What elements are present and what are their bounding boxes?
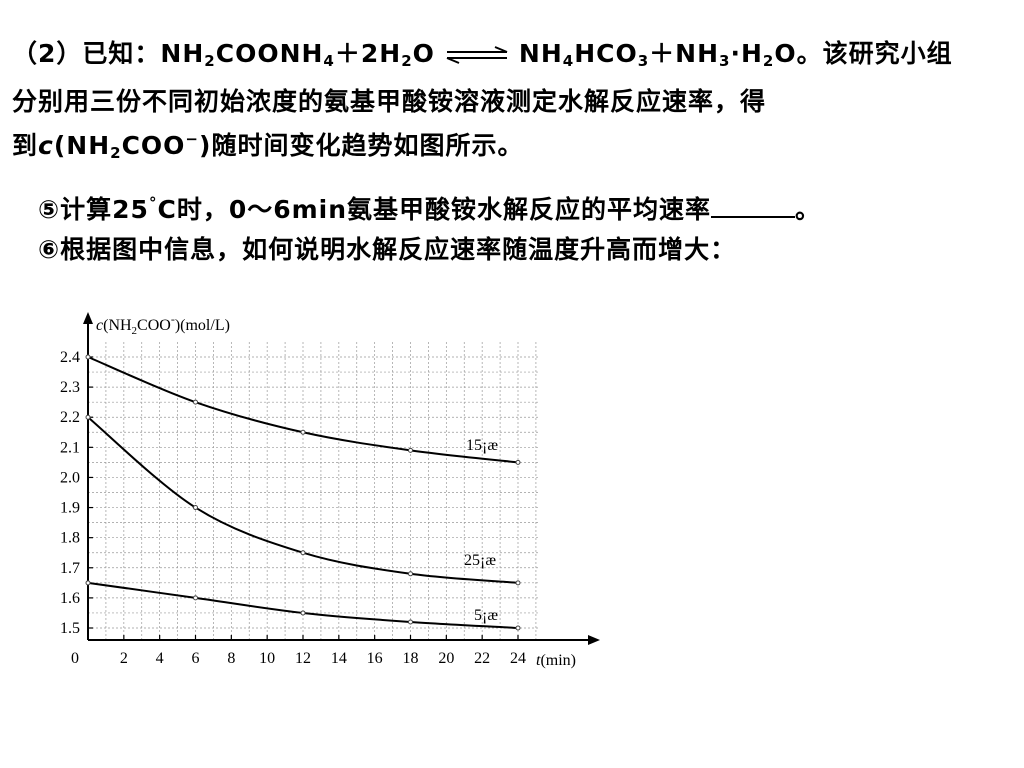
question-line-3: 到c(NH2COO−)随时间变化趋势如图所示。 [12, 130, 524, 162]
data-point [85, 354, 91, 360]
data-point [515, 625, 521, 631]
data-point [300, 550, 306, 556]
concentration-time-chart: c(NH2COO-)(mol/L) t(min) 0 2 4 6 8 10 12 14 16 1… [60, 312, 600, 669]
known-label: 已知： [82, 39, 161, 68]
y-tick-label: 2.1 [60, 439, 80, 456]
x-tick-label: 24 [510, 650, 526, 667]
reactant-formula: NH2COONH4＋2H2O [160, 39, 435, 70]
data-point [300, 429, 306, 435]
question-line-2: 分别用三份不同初始浓度的氨基甲酸铵溶液测定水解反应速率，得 [12, 87, 767, 116]
y-tick-label: 1.5 [60, 620, 80, 637]
question-6: ⑥根据图中信息，如何说明水解反应速率随温度升高而增大： [38, 235, 737, 264]
y-tick-label: 1.8 [60, 530, 80, 547]
y-tick-label: 2.2 [60, 409, 80, 426]
data-point [408, 447, 413, 453]
y-tick-label: 2.0 [60, 469, 80, 486]
data-point [300, 610, 306, 616]
x-tick-label: 18 [403, 650, 419, 667]
x-tick-label: 22 [474, 650, 490, 667]
y-tick-label: 2.4 [60, 349, 80, 366]
origin-label: 0 [71, 650, 79, 667]
series-label: 25¡æ [464, 552, 496, 569]
x-tick-label: 2 [120, 650, 128, 667]
equilibrium-arrow-icon [446, 46, 508, 64]
y-axis-arrow-icon [83, 312, 93, 324]
line1-tail: 该研究小组 [822, 39, 953, 68]
data-point [408, 571, 413, 577]
ion-formula: (NH2COO−) [53, 130, 212, 162]
question-line-1: （2）已知：NH2COONH4＋2H2O NH4HCO3＋NH3·H2O。该研究… [12, 34, 1012, 70]
x-tick-label: 4 [156, 650, 164, 667]
y-tick-label: 2.3 [60, 379, 80, 396]
x-axis-arrow-icon [588, 635, 600, 645]
product-formula: NH4HCO3＋NH3·H2O。 [518, 39, 823, 70]
y-tick-label: 1.9 [60, 500, 80, 517]
data-point [85, 580, 91, 586]
chart-grid [87, 342, 538, 640]
x-tick-label: 8 [227, 650, 235, 667]
y-axis-label: c(NH2COO-)(mol/L) [96, 312, 230, 337]
data-point [515, 580, 521, 586]
series-line [87, 581, 519, 629]
concentration-symbol: c [38, 131, 54, 160]
x-tick-label: 14 [331, 650, 347, 667]
x-tick-label: 20 [438, 650, 454, 667]
answer-blank[interactable] [711, 196, 796, 218]
y-tick-label: 1.6 [60, 590, 80, 607]
data-point [193, 595, 198, 601]
part-number: （2） [12, 39, 83, 68]
data-point [193, 399, 198, 405]
chart-axes [83, 312, 600, 645]
data-point [515, 459, 521, 465]
data-point [85, 414, 91, 420]
x-tick-label: 6 [192, 650, 200, 667]
series-label: 15¡æ [466, 437, 498, 454]
y-tick-label: 1.7 [60, 560, 80, 577]
data-point [193, 505, 198, 511]
x-tick-label: 10 [259, 650, 275, 667]
data-point [408, 619, 413, 625]
series-label: 5¡æ [474, 607, 498, 624]
question-5: ⑤计算25°C时，0～6min氨基甲酸铵水解反应的平均速率。 [38, 194, 822, 224]
x-tick-label: 12 [295, 650, 311, 667]
x-axis-label: t(min) [536, 652, 576, 669]
x-tick-label: 16 [367, 650, 383, 667]
